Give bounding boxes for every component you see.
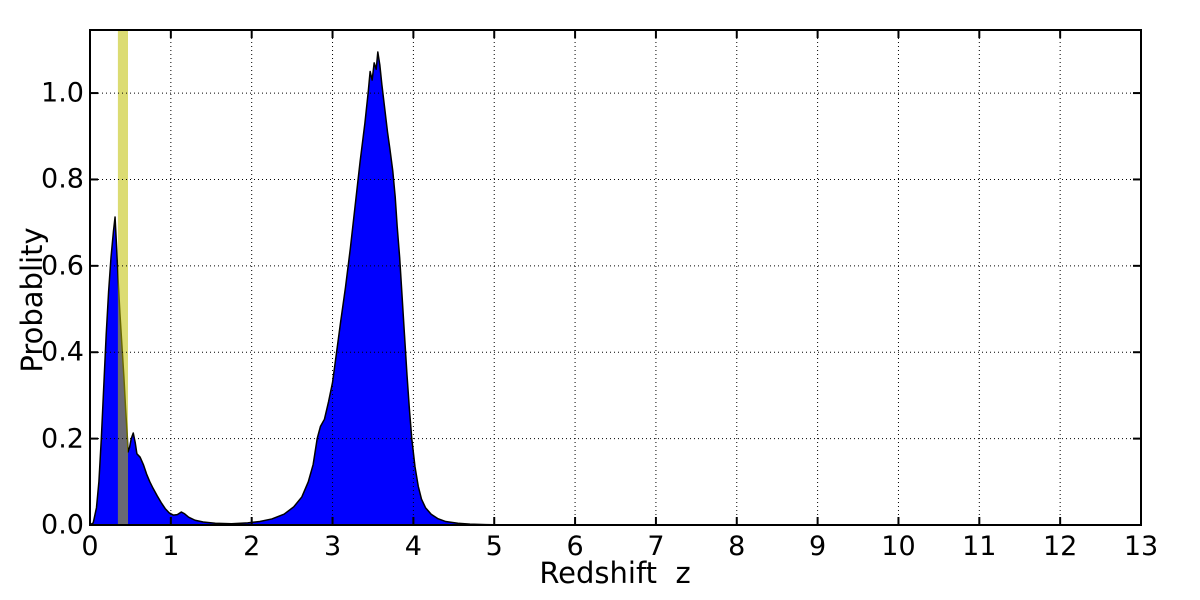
x-tick-label: 2	[243, 531, 261, 562]
x-tick-label: 9	[809, 531, 827, 562]
x-axis-label: Redshift z	[539, 556, 691, 590]
y-axis-label: Probablity	[15, 227, 49, 373]
x-tick-label: 5	[485, 531, 503, 562]
plot-border	[89, 29, 1142, 526]
y-tick-label: 0.2	[41, 423, 84, 455]
pdf-curve	[89, 51, 1142, 526]
x-tick-label: 11	[962, 531, 997, 562]
y-tick-label: 0.8	[41, 163, 84, 195]
x-tick-label: 0	[81, 531, 99, 562]
x-tick-label: 10	[881, 531, 916, 562]
y-tick-label: 0.6	[41, 250, 84, 282]
highlight-band	[117, 30, 128, 525]
y-tick-label: 0.0	[41, 509, 84, 541]
x-tick-label: 1	[162, 531, 180, 562]
x-tick-label: 6	[566, 531, 584, 562]
x-tick-label: 12	[1042, 531, 1078, 562]
x-tick-label: 3	[323, 531, 342, 562]
x-tick-label: 8	[728, 531, 746, 562]
x-tick-label: 7	[647, 531, 665, 562]
x-tick-label: 4	[404, 531, 422, 562]
y-tick-label: 1.0	[41, 77, 84, 109]
y-tick-label: 0.4	[41, 336, 84, 368]
x-tick-label: 13	[1123, 531, 1159, 562]
